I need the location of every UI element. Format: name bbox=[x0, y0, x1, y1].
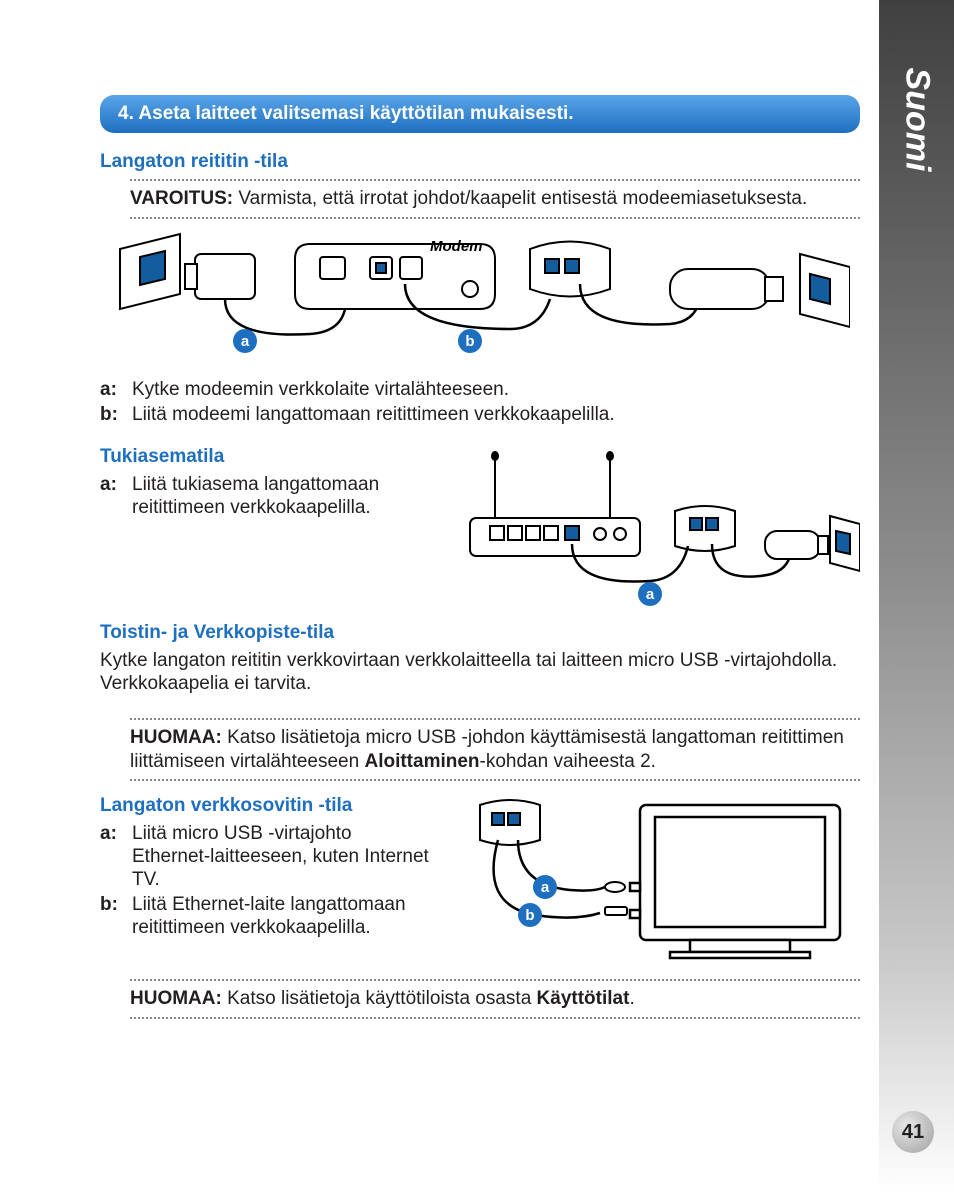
step-text: Liitä micro USB -virtajohto Ethernet-lai… bbox=[132, 823, 430, 891]
heading-wireless-router-mode: Langaton reititin -tila bbox=[100, 151, 860, 173]
note-label: HUOMAA: bbox=[130, 727, 222, 748]
step-b: b: Liitä Ethernet-laite langattomaan rei… bbox=[100, 894, 430, 940]
step-header: 4. Aseta laitteet valitsemasi käyttötila… bbox=[100, 95, 860, 133]
divider bbox=[130, 1017, 860, 1019]
warning-text: Varmista, että irrotat johdot/kaapelit e… bbox=[238, 188, 807, 209]
svg-text:b: b bbox=[525, 907, 534, 924]
body-text: Kytke langaton reititin verkkovirtaan ve… bbox=[100, 650, 860, 696]
step-key: a: bbox=[100, 379, 132, 402]
page-number: 41 bbox=[892, 1111, 934, 1153]
language-side-tab: Suomi 41 bbox=[879, 0, 954, 1193]
svg-text:a: a bbox=[541, 879, 550, 896]
svg-text:Modem: Modem bbox=[430, 238, 483, 255]
note-bold: Aloittaminen bbox=[364, 751, 479, 772]
step-b: b: Liitä modeemi langattomaan reitittime… bbox=[100, 404, 860, 427]
divider bbox=[130, 779, 860, 781]
heading-adapter-mode: Langaton verkkosovitin -tila bbox=[100, 795, 430, 817]
step-key: b: bbox=[100, 894, 132, 940]
note-box: HUOMAA: Katso lisätietoja micro USB -joh… bbox=[130, 724, 860, 776]
step-text: Liitä tukiasema langattomaan reitittimee… bbox=[132, 474, 440, 520]
divider bbox=[130, 718, 860, 720]
heading-ap-mode: Tukiasematila bbox=[100, 446, 440, 468]
step-key: a: bbox=[100, 474, 132, 520]
warning-label: VAROITUS: bbox=[130, 188, 233, 209]
divider bbox=[130, 217, 860, 219]
warning-box: VAROITUS: Varmista, että irrotat johdot/… bbox=[130, 185, 860, 213]
diagram-modem-router: a Modem b bbox=[110, 229, 850, 369]
section-ap-mode: Tukiasematila a: Liitä tukiasema langatt… bbox=[100, 446, 860, 616]
svg-text:a: a bbox=[241, 333, 250, 350]
section-adapter-mode: Langaton verkkosovitin -tila a: Liitä mi… bbox=[100, 795, 860, 965]
divider bbox=[130, 179, 860, 181]
step-text: Liitä modeemi langattomaan reitittimeen … bbox=[132, 404, 860, 427]
note-label: HUOMAA: bbox=[130, 988, 222, 1009]
step-a: a: Liitä micro USB -virtajohto Ethernet-… bbox=[100, 823, 430, 891]
language-label: Suomi bbox=[897, 68, 936, 172]
step-text: Liitä Ethernet-laite langattomaan reitit… bbox=[132, 894, 430, 940]
note-text: Katso lisätietoja käyttötiloista osasta bbox=[227, 988, 536, 1009]
page-content: 4. Aseta laitteet valitsemasi käyttötila… bbox=[100, 95, 860, 1023]
step-a: a: Liitä tukiasema langattomaan reititti… bbox=[100, 474, 440, 520]
note-text: -kohdan vaiheesta 2. bbox=[480, 751, 656, 772]
note-box: HUOMAA: Katso lisätietoja käyttötiloista… bbox=[130, 985, 860, 1013]
note-bold: Käyttötilat bbox=[537, 988, 630, 1009]
divider bbox=[130, 979, 860, 981]
step-text: Kytke modeemin verkkolaite virtalähteese… bbox=[132, 379, 860, 402]
diagram-tv-adapter: a b bbox=[440, 795, 850, 965]
svg-text:a: a bbox=[646, 586, 655, 603]
note-text: . bbox=[629, 988, 634, 1009]
svg-text:b: b bbox=[465, 333, 474, 350]
step-key: a: bbox=[100, 823, 132, 891]
step-a: a: Kytke modeemin verkkolaite virtalähte… bbox=[100, 379, 860, 402]
diagram-access-point: a bbox=[450, 446, 860, 616]
step-key: b: bbox=[100, 404, 132, 427]
heading-repeater-mode: Toistin- ja Verkkopiste-tila bbox=[100, 622, 860, 644]
